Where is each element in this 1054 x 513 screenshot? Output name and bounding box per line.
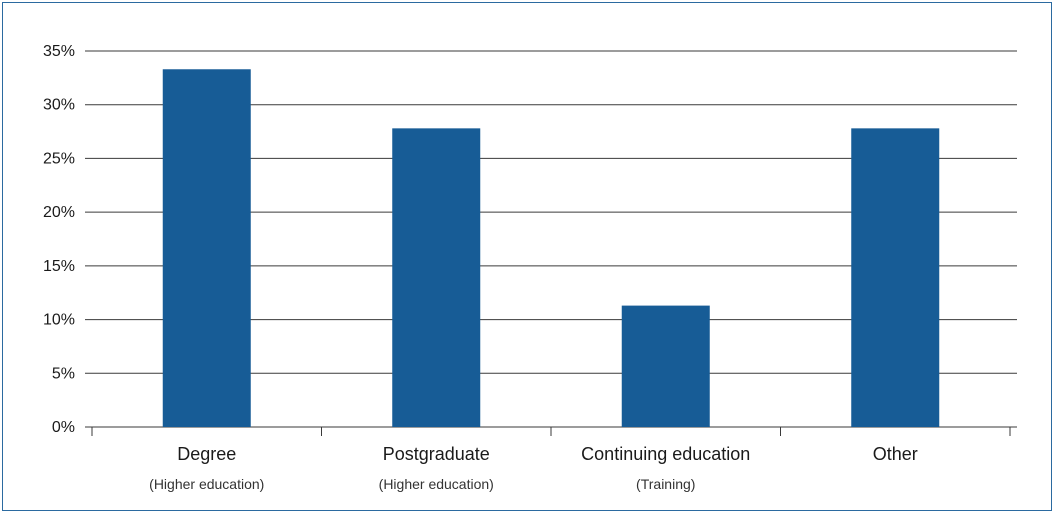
x-axis (91, 427, 1011, 436)
x-category-label: Postgraduate (383, 444, 490, 464)
bars (162, 69, 940, 428)
y-tick-label: 35% (43, 43, 75, 60)
y-tick-label: 25% (43, 150, 75, 167)
y-tick-label: 30% (43, 97, 75, 114)
x-category-sublabel: (Training) (636, 476, 695, 492)
bar-chart: 0% 5% 10% 15% 20% 25% 30% 35% Degree (Higher edu… (43, 43, 1017, 492)
bar-degree (162, 69, 251, 428)
y-tick-label: 20% (43, 204, 75, 221)
y-tick-labels: 0% 5% 10% 15% 20% 25% 30% 35% (43, 43, 75, 436)
y-tick-label: 15% (43, 258, 75, 275)
bar-postgraduate (392, 128, 481, 427)
x-category-sublabel: (Higher education) (149, 476, 264, 492)
x-category-labels: Degree (Higher education) Postgraduate (Hig… (149, 444, 918, 492)
y-tick-label: 10% (43, 312, 75, 329)
y-tick-label: 0% (52, 419, 75, 436)
y-tick-label: 5% (52, 365, 75, 382)
x-category-label: Degree (177, 444, 236, 464)
x-category-label: Other (873, 444, 918, 464)
bar-continuing-education (621, 305, 710, 427)
x-category-sublabel: (Higher education) (379, 476, 494, 492)
x-category-label: Continuing education (581, 444, 750, 464)
bar-other (851, 128, 940, 427)
